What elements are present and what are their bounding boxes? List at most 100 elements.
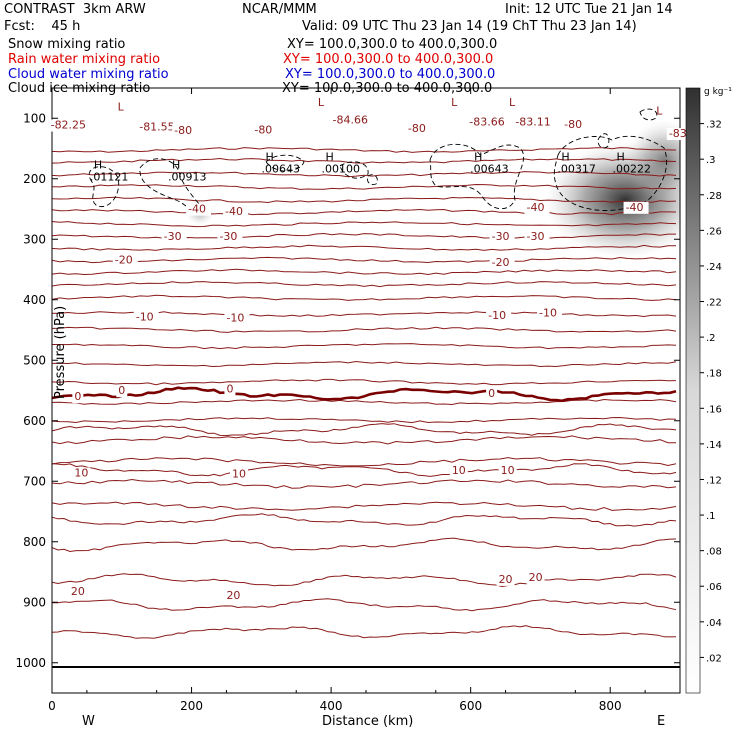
snow-contour xyxy=(553,135,668,211)
colorbar-tick-label: .32 xyxy=(706,120,722,131)
contour-label: -30 xyxy=(219,230,237,243)
snow-contour xyxy=(89,166,120,207)
contour-label: -81.55 xyxy=(139,120,174,133)
field-snow-name: Snow mixing ratio xyxy=(8,37,126,52)
y-tick-label: 900 xyxy=(23,595,46,609)
contour-label-bg xyxy=(224,590,243,603)
temperature-contour xyxy=(52,268,677,276)
contour-label: 0 xyxy=(118,384,125,397)
contour-label: -80 xyxy=(564,118,582,131)
x-tick-label: 600 xyxy=(459,699,482,713)
contour-label: -20 xyxy=(115,253,133,266)
y-tick-label: 200 xyxy=(23,172,46,186)
high-value: .00643 xyxy=(470,163,509,176)
high-value: .00643 xyxy=(262,163,301,176)
low-marker: L xyxy=(509,96,516,109)
contour-label-bg xyxy=(72,467,91,480)
temperature-contour xyxy=(52,463,677,477)
y-tick-label: 100 xyxy=(23,111,46,125)
y-tick-label: 800 xyxy=(23,535,46,549)
center-label: NCAR/MMM xyxy=(242,2,317,17)
contour-label: -40 xyxy=(526,201,544,214)
high-value: .00317 xyxy=(557,163,596,176)
high-value: .00222 xyxy=(613,163,652,176)
colorbar-tick-label: .24 xyxy=(706,262,722,273)
contour-label-bg xyxy=(526,572,545,585)
colorbar-unit: g kg⁻¹ xyxy=(704,87,732,97)
high-low-markers: H.01121H.00913H.00643H.00100H.00643H.003… xyxy=(90,96,663,183)
temperature-contour xyxy=(52,294,677,301)
contour-label: 20 xyxy=(226,589,240,602)
high-value: .01121 xyxy=(90,171,129,184)
contour-label-bg xyxy=(467,116,514,129)
contour-label: -10 xyxy=(488,309,506,322)
temperature-contour xyxy=(52,281,677,288)
model-title: CONTRAST 3km ARW xyxy=(4,2,146,17)
contour-label-bg xyxy=(513,116,560,129)
temperature-contour xyxy=(52,537,677,553)
temperature-contour xyxy=(52,147,677,153)
colorbar-tick-label: .04 xyxy=(706,618,722,629)
temperature-contour xyxy=(52,573,677,588)
contour-label-bg xyxy=(498,464,517,477)
contour-label: 20 xyxy=(71,585,85,598)
x-axis-title: Distance (km) xyxy=(322,714,413,729)
contour-label: 10 xyxy=(452,464,466,477)
low-marker: L xyxy=(118,100,125,113)
field-cloudwater-xy: XY= 100.0,300.0 to 400.0,300.0 xyxy=(285,67,496,82)
temperature-contour xyxy=(52,196,677,204)
colorbar-tick-label: .28 xyxy=(706,191,722,202)
temperature-contour xyxy=(52,513,677,527)
temperature-contour xyxy=(52,183,677,190)
colorbar-tick-label: .08 xyxy=(706,547,722,558)
snow-contour xyxy=(639,108,658,121)
contour-label-bg xyxy=(489,230,515,243)
contour-label-bg xyxy=(217,230,243,243)
colorbar-ticks: .02 .04 .06 .08 .1 .12 .14 .16 .18 .2 .22 .24 .26 .28… xyxy=(700,120,722,664)
contour-label-bg xyxy=(48,119,95,132)
temperature-contour xyxy=(52,457,677,467)
contour-label-bg xyxy=(405,123,431,136)
contour-label: -40 xyxy=(225,205,243,218)
contour-label-bg xyxy=(330,114,377,127)
temperature-contour xyxy=(52,501,677,511)
low-marker: L xyxy=(656,105,663,118)
temperature-contour xyxy=(52,208,677,216)
contour-label: -80 xyxy=(254,123,272,136)
snow-contour xyxy=(265,154,305,172)
contour-label-bg xyxy=(449,464,468,477)
contour-label: 10 xyxy=(232,468,246,481)
contour-label: 10 xyxy=(74,466,88,479)
temperature-contour xyxy=(52,378,677,386)
colorbar-tick-label: .02 xyxy=(706,653,722,664)
snow-contour xyxy=(367,174,378,185)
colorbar-tick-label: .3 xyxy=(706,155,716,166)
contour-label: -40 xyxy=(626,201,644,214)
contour-label: 20 xyxy=(499,573,513,586)
contour-label-bg xyxy=(524,201,550,214)
y-tick-label: 700 xyxy=(23,474,46,488)
temperature-contour xyxy=(52,360,677,368)
contour-label: -84.66 xyxy=(333,114,368,127)
temperature-contour xyxy=(52,244,676,251)
temperature-contour xyxy=(52,386,677,403)
contour-label: 0 xyxy=(74,390,81,403)
contour-label: -10 xyxy=(226,312,244,325)
field-snow-xy: XY= 100.0,300.0 to 400.0,300.0 xyxy=(287,37,498,52)
contour-label: -30 xyxy=(526,230,544,243)
contour-label: -82.25 xyxy=(51,119,86,132)
temperature-contour xyxy=(52,435,677,445)
snow-contour xyxy=(339,161,369,179)
contour-label-bg xyxy=(537,307,563,320)
contour-label-bg xyxy=(68,585,87,598)
temperature-contour xyxy=(52,423,677,437)
temperature-contour xyxy=(52,416,677,424)
contour-label: 10 xyxy=(501,464,515,477)
contour-label-bg xyxy=(224,312,250,325)
x-tick-label: 0 xyxy=(48,699,56,713)
cloud-ice-shading xyxy=(186,120,680,258)
temperature-contour xyxy=(52,256,677,264)
y-tick-label: 300 xyxy=(23,232,46,246)
temperature-contour xyxy=(52,221,677,228)
